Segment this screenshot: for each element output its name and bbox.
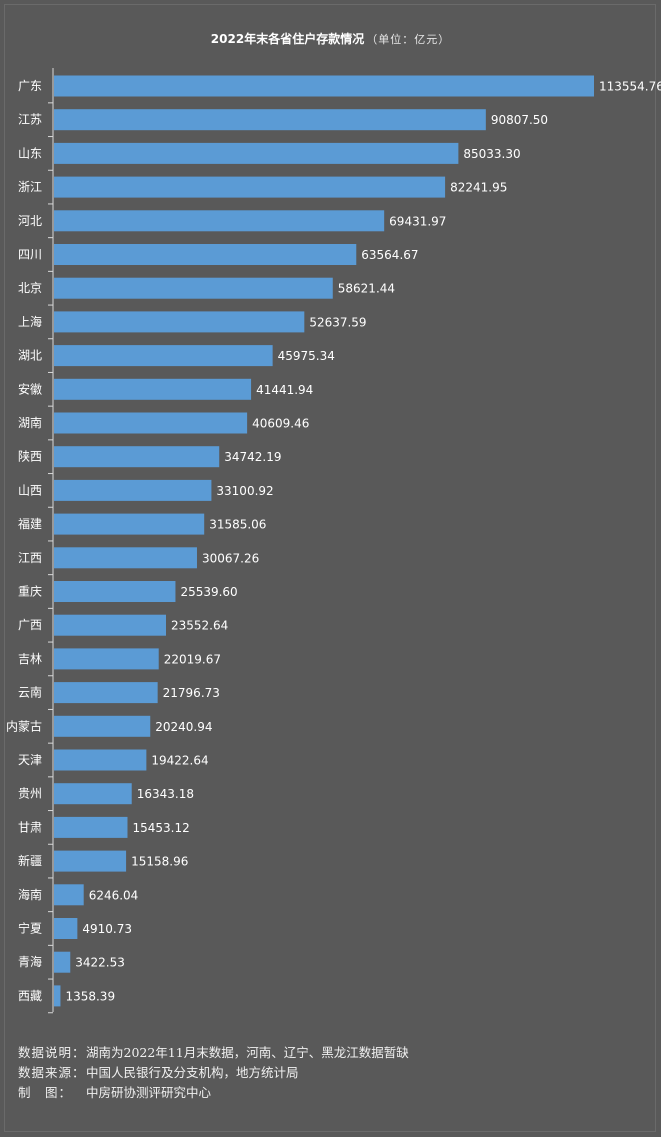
note-label-description: 数据说明： [18, 1045, 86, 1060]
bar [54, 918, 78, 939]
note-data-description: 数据说明：湖南为2022年11月末数据，河南、辽宁、黑龙江数据暂缺 [18, 1043, 409, 1063]
category-label: 新疆 [18, 853, 42, 868]
data-label: 4910.73 [82, 922, 132, 936]
chart-notes: 数据说明：湖南为2022年11月末数据，河南、辽宁、黑龙江数据暂缺 数据来源：中… [18, 1043, 409, 1103]
data-label: 90807.50 [491, 113, 548, 127]
bar [54, 783, 132, 805]
data-label: 82241.95 [450, 181, 507, 195]
bar [54, 176, 446, 198]
bar [54, 547, 197, 569]
bar [54, 378, 252, 400]
category-label: 贵州 [18, 787, 42, 801]
category-label: 广西 [18, 618, 42, 632]
category-label: 广东 [18, 79, 42, 93]
data-label: 40609.46 [252, 417, 309, 431]
category-label: 江苏 [18, 113, 42, 127]
chart-title: 2022年末各省住户存款情况 [210, 32, 365, 46]
category-label: 甘肃 [18, 820, 42, 834]
bar [54, 985, 61, 1007]
category-label: 陕西 [18, 449, 42, 464]
category-label: 山东 [18, 146, 42, 160]
data-label: 25539.60 [180, 585, 237, 599]
category-label: 山西 [18, 483, 42, 497]
category-label: 内蒙古 [6, 718, 42, 733]
bar [54, 311, 305, 333]
category-label: 海南 [18, 887, 42, 902]
category-label: 湖北 [18, 348, 42, 363]
category-label: 浙江 [18, 180, 42, 194]
bar [54, 210, 385, 232]
bar [54, 749, 147, 771]
category-label: 云南 [18, 685, 42, 700]
bar [54, 142, 459, 164]
bar [54, 816, 128, 838]
data-label: 19422.64 [151, 754, 208, 768]
data-label: 34742.19 [224, 450, 281, 464]
data-label: 45975.34 [278, 349, 335, 363]
data-label: 85033.30 [463, 147, 520, 161]
chart-frame [4, 4, 656, 1132]
category-label: 江西 [18, 551, 42, 565]
data-label: 31585.06 [209, 518, 266, 532]
category-label: 吉林 [18, 652, 42, 666]
bar [54, 581, 176, 602]
note-label-producer: 制 图： [18, 1085, 73, 1100]
data-label: 22019.67 [164, 652, 221, 666]
note-text-producer: 中房研协测评研究中心 [86, 1085, 212, 1100]
category-label: 西藏 [18, 989, 42, 1003]
bar [54, 244, 357, 265]
data-label: 6246.04 [89, 888, 139, 902]
bar [54, 277, 333, 299]
category-label: 河北 [18, 214, 42, 228]
category-label: 上海 [18, 314, 42, 329]
category-label: 天津 [18, 753, 42, 767]
note-data-source: 数据来源：中国人民银行及分支机构，地方统计局 [18, 1063, 409, 1083]
category-label: 北京 [18, 281, 42, 295]
data-label: 3422.53 [75, 956, 125, 970]
data-label: 58621.44 [338, 282, 395, 296]
data-label: 15453.12 [132, 821, 189, 835]
data-label: 15158.96 [131, 855, 188, 869]
bar [54, 412, 248, 434]
data-label: 23552.64 [171, 619, 228, 633]
data-label: 16343.18 [137, 787, 194, 801]
data-label: 33100.92 [216, 484, 273, 498]
note-label-source: 数据来源： [18, 1065, 86, 1080]
data-label: 30067.26 [202, 551, 259, 565]
bar [54, 614, 167, 636]
category-label: 青海 [18, 954, 42, 969]
note-text-source: 中国人民银行及分支机构，地方统计局 [86, 1065, 299, 1080]
bar [54, 715, 151, 737]
category-label: 重庆 [18, 585, 42, 599]
bar [54, 884, 84, 906]
category-label: 四川 [18, 248, 42, 262]
category-label: 福建 [18, 516, 42, 531]
data-label: 52637.59 [309, 315, 366, 329]
bar [54, 479, 212, 501]
category-label: 湖南 [18, 415, 42, 430]
category-label: 宁夏 [18, 921, 42, 936]
category-label: 安徽 [18, 381, 42, 396]
bar [54, 75, 594, 97]
bar [54, 951, 71, 973]
bar [54, 513, 205, 535]
bar [54, 648, 159, 670]
data-label: 41441.94 [256, 383, 313, 397]
data-label: 21796.73 [163, 686, 220, 700]
data-label: 1358.39 [65, 989, 115, 1003]
data-label: 113554.76 [599, 80, 661, 94]
data-label: 69431.97 [389, 214, 446, 228]
note-text-description: 湖南为2022年11月末数据，河南、辽宁、黑龙江数据暂缺 [86, 1045, 409, 1060]
bar [54, 109, 486, 131]
bar [54, 682, 158, 704]
chart-subtitle: （单位：亿元） [366, 33, 451, 46]
data-label: 20240.94 [155, 720, 212, 734]
bar [54, 345, 273, 367]
chart-title-row: 2022年末各省住户存款情况 （单位：亿元） [0, 30, 661, 47]
bar [54, 446, 220, 468]
data-label: 63564.67 [361, 248, 418, 262]
note-producer: 制 图： 中房研协测评研究中心 [18, 1083, 409, 1103]
bar [54, 850, 127, 872]
